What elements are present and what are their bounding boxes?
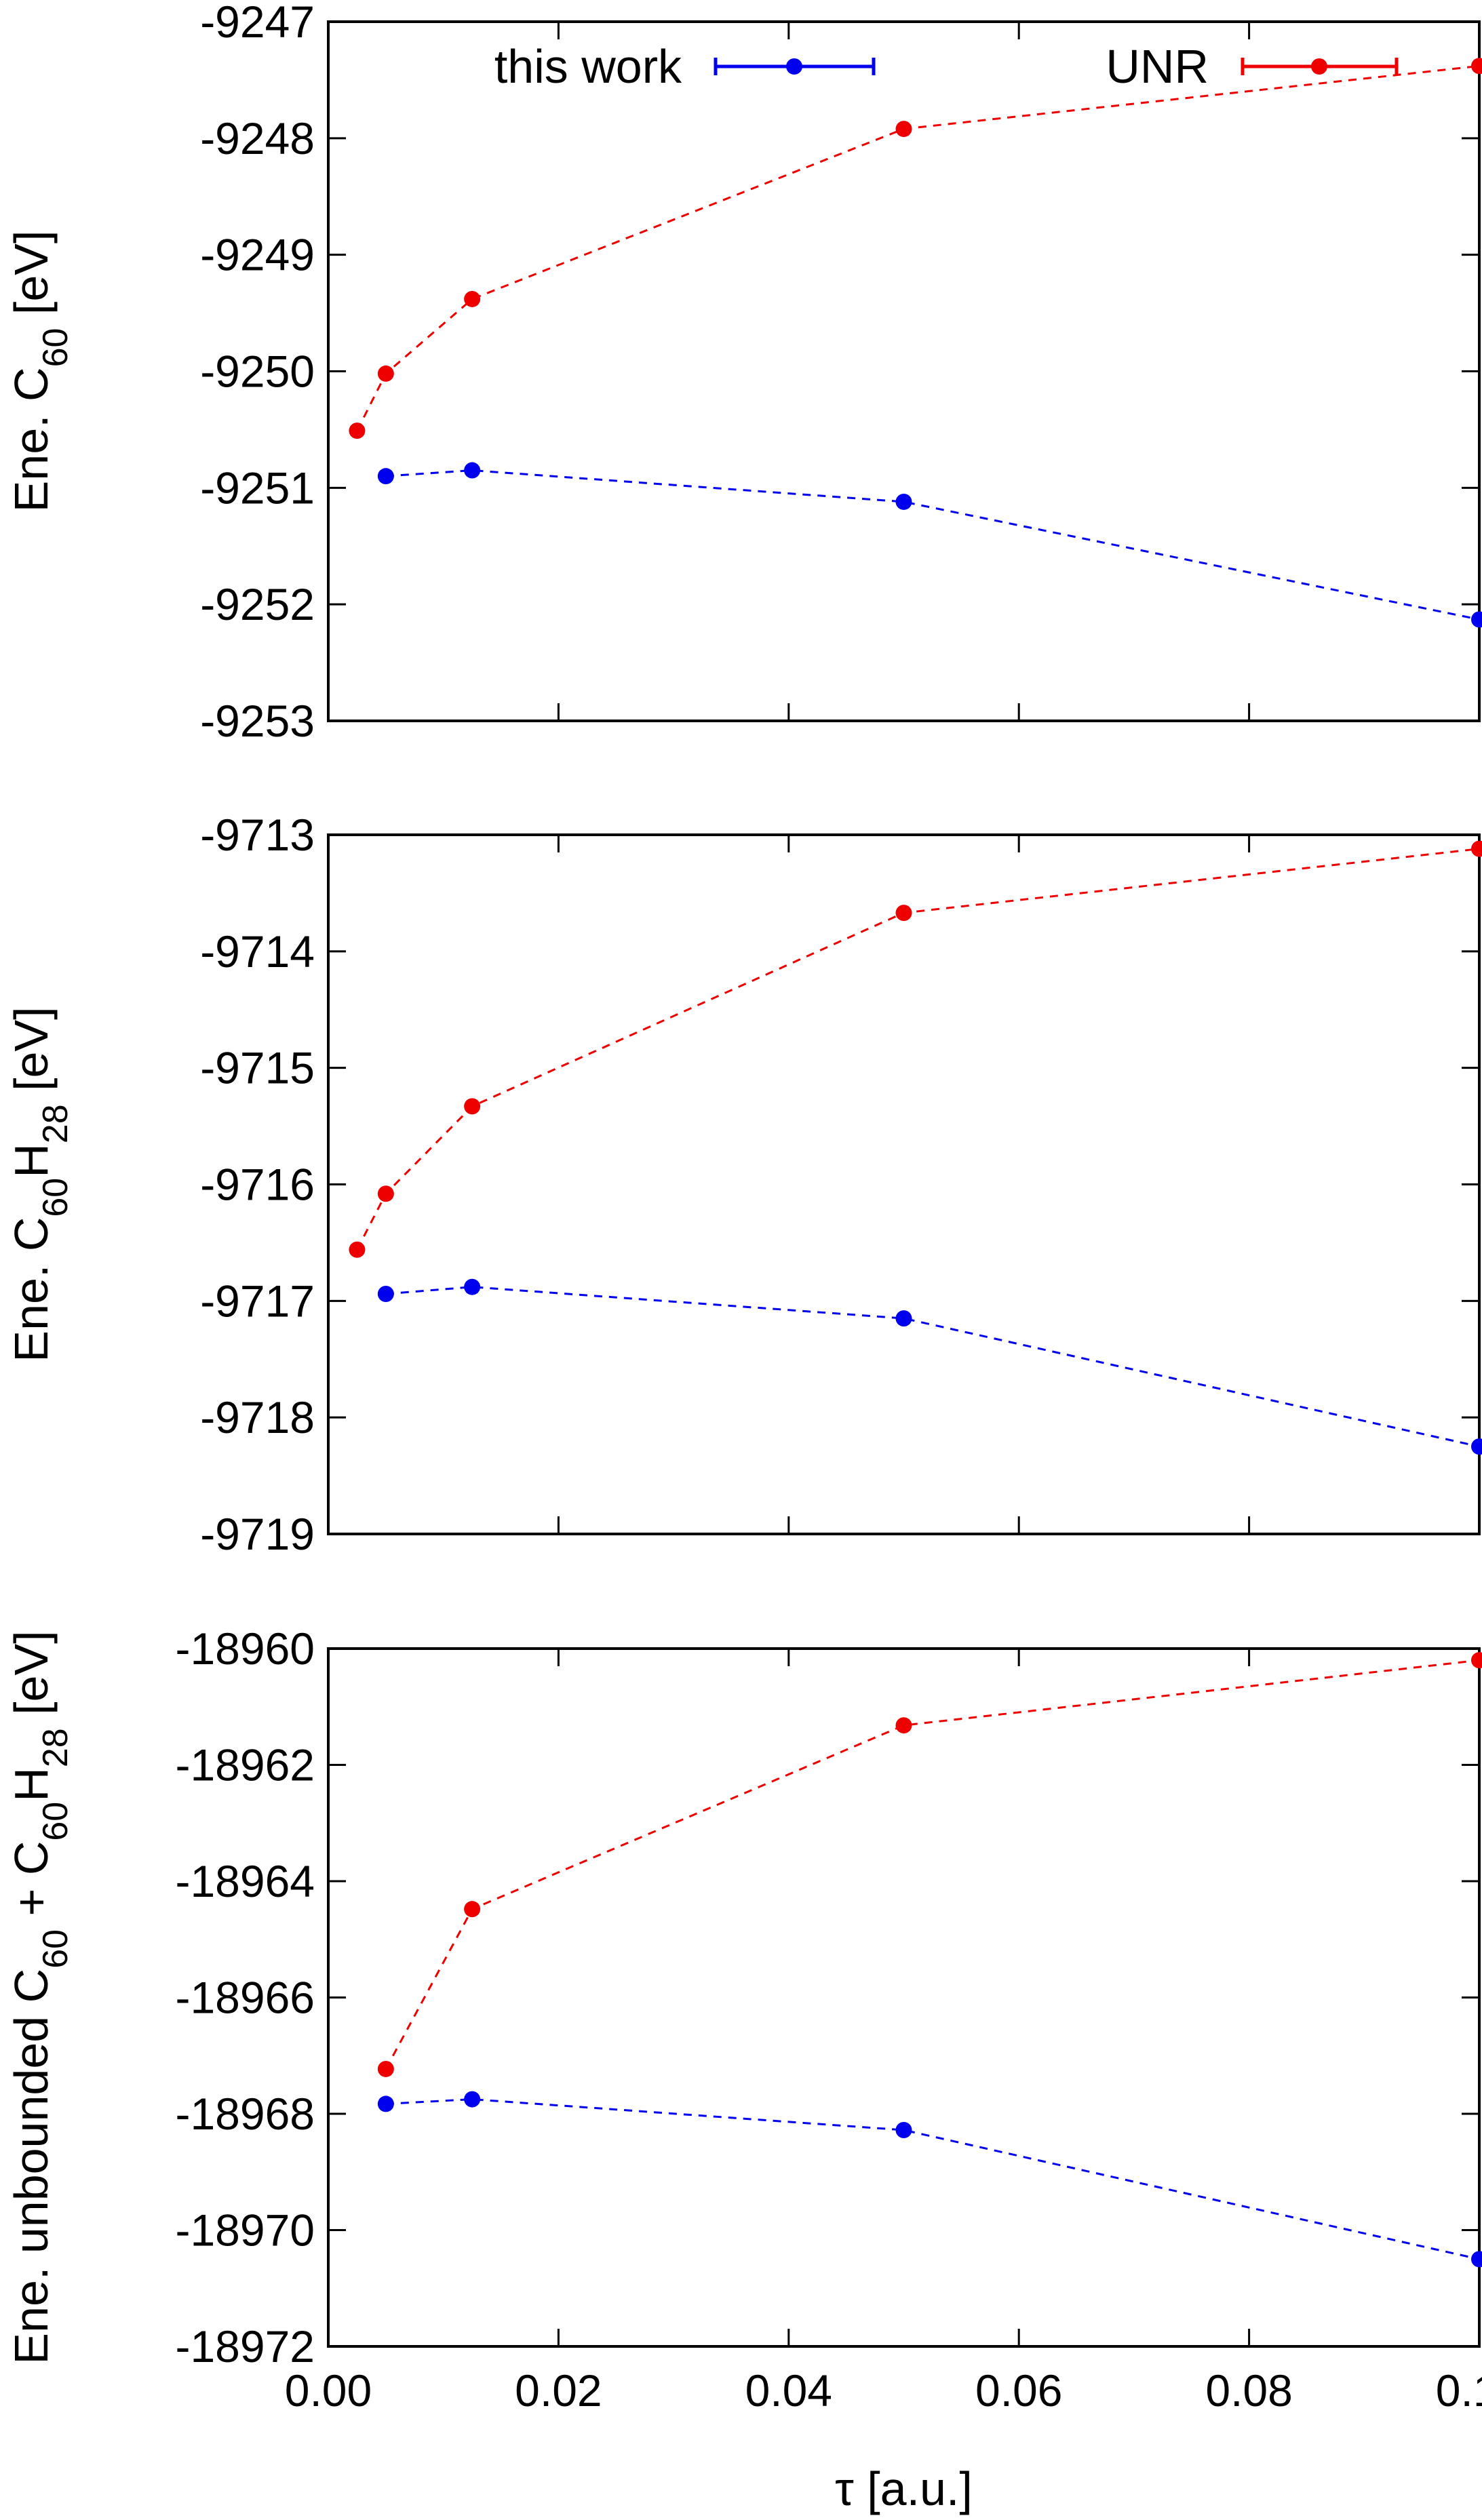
y-tick-label: -9247 xyxy=(200,0,315,47)
legend-marker xyxy=(1311,58,1327,75)
data-point xyxy=(377,1185,394,1202)
y-axis-title: Ene. unbounded C60 + C60H28 [eV] xyxy=(5,1630,75,2364)
data-point xyxy=(377,365,394,382)
y-tick-label: -9714 xyxy=(200,926,315,977)
panel-bottom: 0.00 0.02 0.04 0.06 0.08 0.10 -18972 -18970 -189… xyxy=(5,1623,1482,2515)
y-tick-label: -9715 xyxy=(200,1043,315,1093)
data-point xyxy=(464,290,481,307)
panel-top: -9253 -9252 -9251 -9250 -9249 -9248 -9247 Ene. … xyxy=(5,0,1482,746)
series-line-0 xyxy=(385,2098,1480,2260)
legend-label: this work xyxy=(494,40,682,93)
plot-frame xyxy=(327,1647,1481,2348)
y-axis-title: Ene. C60 [eV] xyxy=(5,231,75,513)
y-tick-label: -18960 xyxy=(175,1623,315,1674)
series-line-1 xyxy=(356,64,1480,431)
data-point xyxy=(1471,1652,1482,1669)
y-tick-label: -9251 xyxy=(200,462,315,513)
data-point xyxy=(464,462,481,479)
y-tick-label: -9248 xyxy=(200,113,315,163)
series-line-0 xyxy=(385,469,1480,621)
y-tick-label: -9716 xyxy=(200,1160,315,1210)
legend-marker xyxy=(786,58,802,75)
data-point xyxy=(377,1286,394,1303)
data-point xyxy=(464,1901,481,1918)
x-axis-title: τ [a.u.] xyxy=(835,2462,973,2515)
y-tick-label: -18966 xyxy=(175,1973,315,2023)
data-point xyxy=(464,1278,481,1295)
x-tick-label: 0.08 xyxy=(1205,2365,1292,2416)
x-tick-label: 0.10 xyxy=(1436,2365,1482,2416)
series-line-0 xyxy=(385,1286,1480,1448)
data-point xyxy=(895,1717,912,1734)
data-point xyxy=(377,468,394,485)
data-point xyxy=(464,2091,481,2108)
y-tick-label: -9253 xyxy=(200,696,315,746)
data-point xyxy=(1471,1438,1482,1455)
data-point xyxy=(1471,58,1482,75)
data-point xyxy=(895,2122,912,2139)
x-tick-label: 0.06 xyxy=(975,2365,1062,2416)
y-tick-label: -9718 xyxy=(200,1392,315,1442)
data-point xyxy=(895,905,912,922)
y-tick-label: -9713 xyxy=(200,810,315,860)
data-point xyxy=(349,422,366,439)
y-tick-label: -18972 xyxy=(175,2321,315,2371)
y-tick-label: -18962 xyxy=(175,1740,315,1790)
y-tick-label: -9717 xyxy=(200,1276,315,1326)
data-point xyxy=(895,1310,912,1327)
y-tick-label: -9252 xyxy=(200,579,315,629)
y-tick-label: -18968 xyxy=(175,2089,315,2139)
y-tick-label: -9250 xyxy=(200,347,315,397)
data-point xyxy=(1471,2251,1482,2268)
panel-middle: -9719 -9718 -9717 -9716 -9715 -9714 -9713 Ene. … xyxy=(5,810,1482,1559)
y-tick-label: -18964 xyxy=(175,1856,315,1906)
data-point xyxy=(377,2060,394,2077)
legend-label: UNR xyxy=(1106,40,1209,93)
y-tick-label: -9719 xyxy=(200,1509,315,1559)
plot-frame xyxy=(327,833,1481,1535)
series-line-1 xyxy=(356,848,1480,1251)
y-tick-label: -18970 xyxy=(175,2205,315,2256)
x-tick-label: 0.04 xyxy=(745,2365,832,2416)
data-point xyxy=(895,493,912,510)
data-point xyxy=(1471,840,1482,857)
data-point xyxy=(349,1241,366,1258)
data-point xyxy=(895,121,912,138)
data-point xyxy=(1471,611,1482,628)
y-tick-label: -9249 xyxy=(200,230,315,280)
x-tick-label: 0.02 xyxy=(515,2365,602,2416)
data-point xyxy=(377,2095,394,2112)
x-tick-label: 0.00 xyxy=(285,2365,372,2416)
data-point xyxy=(464,1098,481,1115)
y-axis-title: Ene. C60H28 [eV] xyxy=(5,1006,75,1362)
series-line-1 xyxy=(385,1659,1480,2070)
